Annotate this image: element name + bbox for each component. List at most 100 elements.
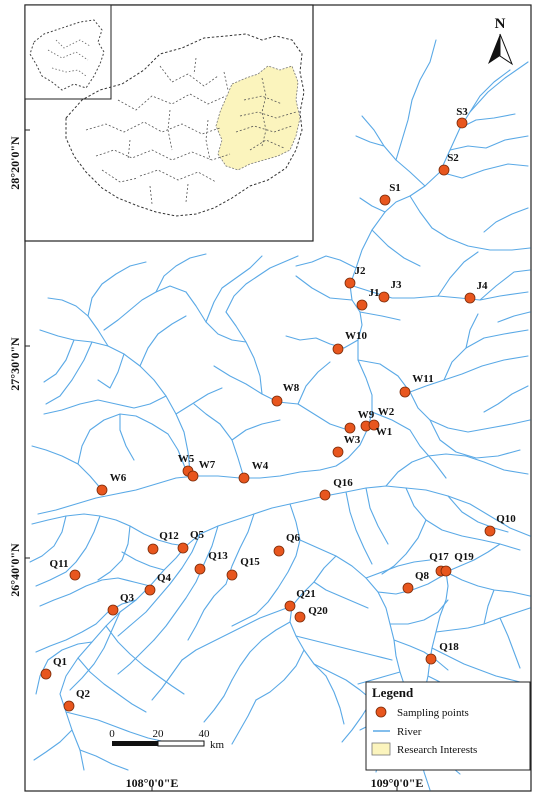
province-outline <box>65 33 305 217</box>
sampling-point-s2 <box>438 164 450 176</box>
north-arrow: N <box>488 16 514 66</box>
sampling-point-w4 <box>238 472 250 484</box>
sampling-point-label-w11: W11 <box>412 373 433 385</box>
sampling-point-label-q5: Q5 <box>190 529 205 541</box>
sampling-point-label-q21: Q21 <box>296 588 316 600</box>
latitude-label-28-20: 28°20'0"N <box>8 136 22 190</box>
sampling-point-label-j4: J4 <box>477 280 489 292</box>
north-arrow-right-half <box>499 33 514 66</box>
sampling-point-label-w4: W4 <box>252 460 269 472</box>
sampling-point-label-q12: Q12 <box>159 530 179 542</box>
sampling-point-q13 <box>194 563 206 575</box>
legend-label-river: River <box>397 726 422 738</box>
sampling-point-label-w5: W5 <box>178 453 195 465</box>
frame-ticks <box>25 129 398 791</box>
sampling-point-q5 <box>177 542 189 554</box>
sampling-point-q6 <box>273 545 285 557</box>
sampling-point-label-q2: Q2 <box>76 688 91 700</box>
scale-tick-20: 20 <box>153 728 165 740</box>
sampling-point-s1 <box>379 194 391 206</box>
sampling-point-q16 <box>319 489 331 501</box>
sampling-point-q12 <box>147 543 159 555</box>
sampling-point-label-w2: W2 <box>378 406 395 418</box>
sampling-point-j3 <box>378 291 390 303</box>
longitude-label-108: 108°0'0"E <box>126 776 179 790</box>
sampling-point-label-q16: Q16 <box>333 477 353 489</box>
sampling-point-label-q10: Q10 <box>496 513 516 525</box>
latitude-label-26-40: 26°40'0"N <box>8 543 22 597</box>
sampling-point-q21 <box>284 600 296 612</box>
scale-bar-segment-2 <box>157 740 205 747</box>
sampling-point-label-q1: Q1 <box>53 656 67 668</box>
sampling-point-q1 <box>40 668 52 680</box>
sampling-point-q3 <box>107 604 119 616</box>
sampling-point-j2 <box>344 277 356 289</box>
sampling-point-label-q3: Q3 <box>120 592 135 604</box>
sampling-point-label-s2: S2 <box>447 152 459 164</box>
sampling-point-q18 <box>425 653 437 665</box>
sampling-point-w8 <box>271 395 283 407</box>
north-arrow-label: N <box>495 16 506 32</box>
legend-label-research-interests: Research Interests <box>397 744 477 756</box>
sampling-point-label-q18: Q18 <box>439 641 459 653</box>
sampling-point-w3 <box>332 446 344 458</box>
legend-box <box>365 681 531 771</box>
sampling-point-q4 <box>144 584 156 596</box>
latitude-label-27-30: 27°30'0"N <box>8 337 22 391</box>
sampling-point-label-q4: Q4 <box>157 572 172 584</box>
scale-tick-40: 40 <box>199 728 211 740</box>
sampling-point-label-j3: J3 <box>391 279 403 291</box>
sampling-point-q2 <box>63 700 75 712</box>
sampling-point-q19 <box>440 565 452 577</box>
sampling-point-label-q11: Q11 <box>50 558 69 570</box>
longitude-label-109: 109°0'0"E <box>371 776 424 790</box>
county-boundaries <box>85 57 297 205</box>
sampling-point-label-j2: J2 <box>355 265 367 277</box>
sampling-point-q10 <box>484 525 496 537</box>
sampling-point-w1 <box>368 419 380 431</box>
sampling-point-w6 <box>96 484 108 496</box>
sampling-point-label-w8: W8 <box>283 382 300 394</box>
sampling-point-label-j1: J1 <box>369 287 380 299</box>
sampling-point-label-w7: W7 <box>199 459 216 471</box>
sampling-point-label-w10: W10 <box>345 330 368 342</box>
legend-point-symbol <box>375 706 387 718</box>
inset-locator-frame <box>24 4 112 100</box>
legend: Legend Sampling points River Research In… <box>365 681 531 771</box>
sampling-point-w7 <box>187 470 199 482</box>
sampling-point-label-q13: Q13 <box>208 550 228 562</box>
sampling-point-label-s1: S1 <box>389 182 401 194</box>
inset-map <box>24 4 314 242</box>
sampling-point-label-q20: Q20 <box>308 605 328 617</box>
legend-research-symbol <box>371 742 391 756</box>
sampling-point-q20 <box>294 611 306 623</box>
research-area <box>215 65 301 171</box>
scale-unit: km <box>210 739 225 751</box>
sampling-point-j4 <box>464 292 476 304</box>
sampling-point-w11 <box>399 386 411 398</box>
sampling-point-w10 <box>332 343 344 355</box>
legend-title: Legend <box>372 685 414 700</box>
north-arrow-left-half <box>488 34 500 64</box>
scale-bar-segment-1 <box>112 741 158 746</box>
sampling-point-s3 <box>456 117 468 129</box>
sampling-point-label-w3: W3 <box>344 434 361 446</box>
sampling-point-label-s3: S3 <box>456 106 468 118</box>
sampling-point-label-w1: W1 <box>376 426 393 438</box>
sampling-point-w9 <box>344 422 356 434</box>
sampling-point-label-q17: Q17 <box>429 551 449 563</box>
sampling-point-j1 <box>356 299 368 311</box>
sampling-point-label-w9: W9 <box>358 409 375 421</box>
legend-label-sampling-points: Sampling points <box>397 707 469 719</box>
sampling-point-label-q19: Q19 <box>454 551 474 563</box>
scale-bar: 0 20 40 km <box>109 728 224 751</box>
sampling-point-q11 <box>69 569 81 581</box>
sampling-point-label-w6: W6 <box>110 472 127 484</box>
sampling-point-label-q8: Q8 <box>415 570 430 582</box>
sampling-point-q15 <box>226 569 238 581</box>
locator-outline <box>29 19 105 91</box>
sampling-point-label-q15: Q15 <box>240 556 260 568</box>
